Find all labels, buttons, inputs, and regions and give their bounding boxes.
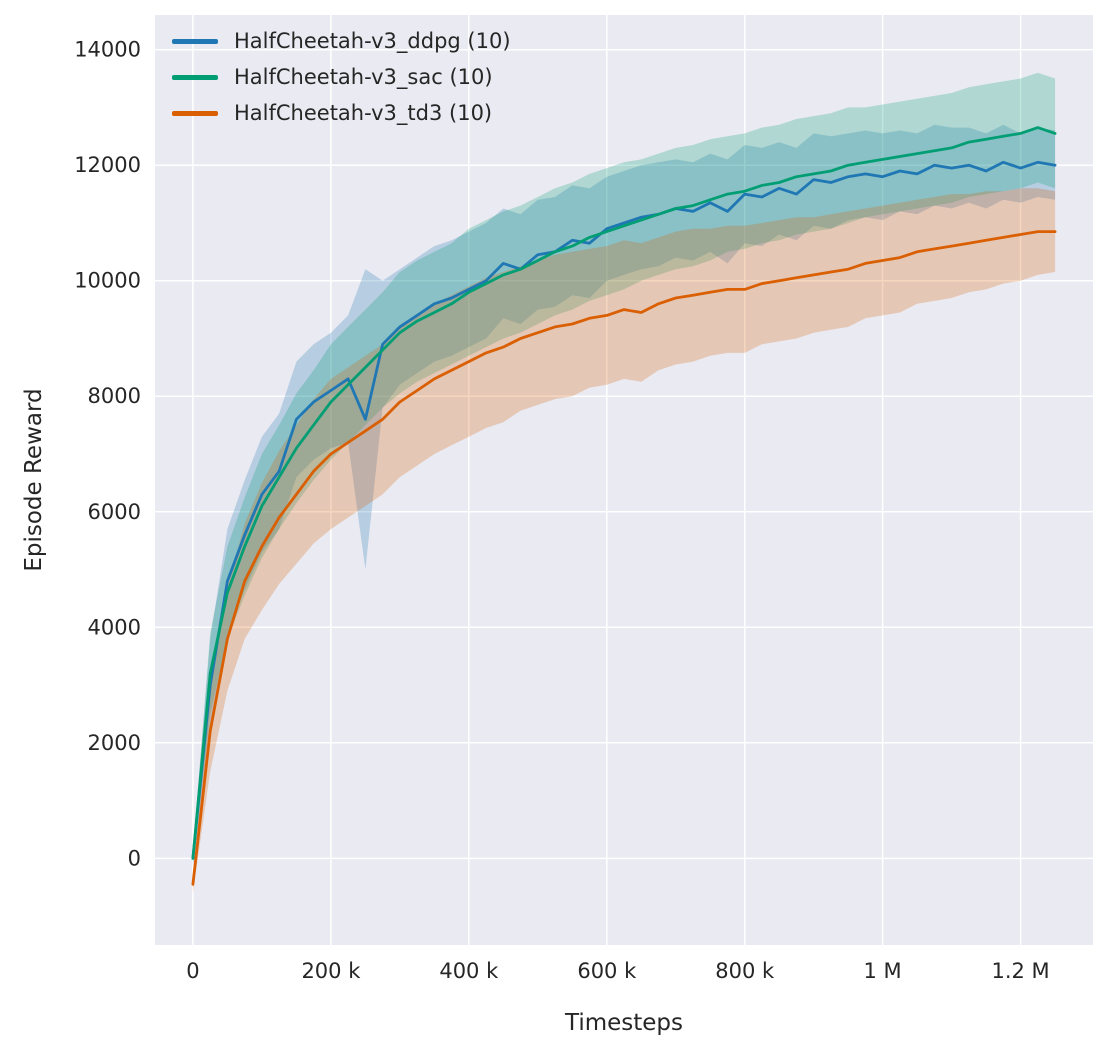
- y-tick-label: 10000: [74, 269, 141, 293]
- y-tick-label: 2000: [88, 731, 141, 755]
- gridlines: [155, 15, 1093, 945]
- series-line-1: [191, 126, 1057, 860]
- y-tick-labels: 0 2000 4000 6000 8000 10000 12000 14000: [74, 38, 141, 871]
- x-tick-label: 400 k: [439, 959, 499, 983]
- legend: HalfCheetah-v3_ddpg (10) HalfCheetah-v3_s…: [172, 29, 511, 125]
- x-tick-label: 0: [186, 959, 199, 983]
- legend-swatch: [172, 111, 218, 117]
- legend-item-0: HalfCheetah-v3_ddpg (10): [172, 29, 511, 53]
- y-tick-label: 12000: [74, 153, 141, 177]
- x-tick-label: 800 k: [715, 959, 775, 983]
- y-tick-label: 6000: [88, 500, 141, 524]
- legend-item-1: HalfCheetah-v3_sac (10): [172, 65, 511, 90]
- series-line-2: [191, 230, 1057, 886]
- legend-label: HalfCheetah-v3_td3 (10): [234, 101, 493, 126]
- series-line-0: [191, 160, 1057, 860]
- legend-item-2: HalfCheetah-v3_td3 (10): [172, 102, 511, 125]
- x-tick-label: 600 k: [577, 959, 637, 983]
- x-tick-label: 200 k: [301, 959, 361, 983]
- legend-swatch: [172, 75, 218, 81]
- legend-label: HalfCheetah-v3_ddpg (10): [234, 29, 511, 53]
- x-tick-label: 1.2 M: [991, 959, 1049, 983]
- y-tick-label: 8000: [88, 384, 141, 408]
- plot-background: [155, 15, 1093, 945]
- y-tick-label: 14000: [74, 38, 141, 62]
- y-axis-label: Episode Reward: [21, 388, 47, 572]
- x-tick-label: 1 M: [864, 959, 902, 983]
- series-band-2: [192, 188, 1056, 894]
- legend-label: HalfCheetah-v3_sac (10): [234, 65, 493, 90]
- x-tick-labels: 0 200 k 400 k 600 k 800 k 1 M 1.2 M: [186, 959, 1049, 983]
- legend-swatch: [172, 39, 218, 45]
- x-axis-label: Timesteps: [564, 1010, 684, 1036]
- series-band-1: [192, 72, 1056, 865]
- series-band-0: [192, 124, 1056, 868]
- y-tick-label: 0: [128, 846, 141, 870]
- y-tick-label: 4000: [88, 615, 141, 639]
